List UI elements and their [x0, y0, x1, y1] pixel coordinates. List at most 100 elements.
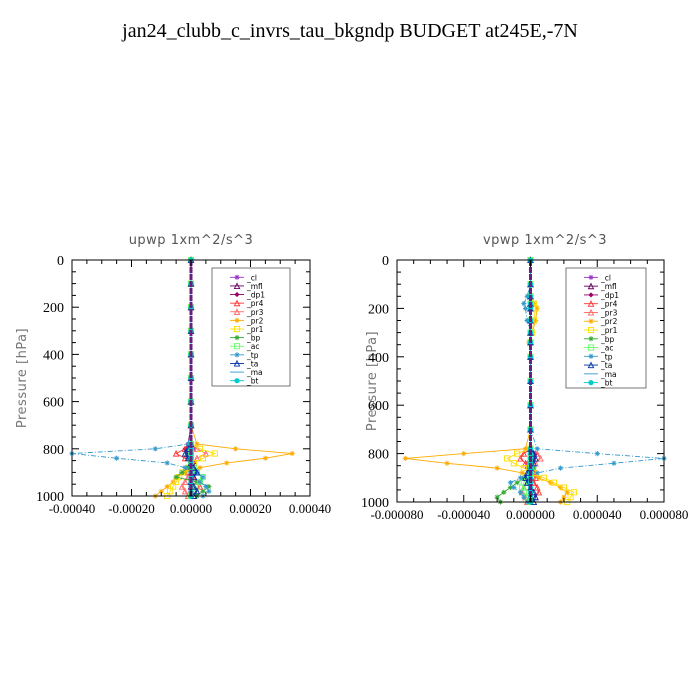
legend-entry: _dp1	[230, 291, 265, 300]
data-point	[520, 465, 527, 472]
x-tick-label: 0.00000	[170, 501, 212, 516]
legend-entry: _cl	[584, 273, 611, 282]
legend-entry: _mfl	[230, 282, 263, 291]
data-point	[533, 483, 541, 491]
data-point	[199, 455, 206, 462]
y-axis-label: Pressure [hPa]	[365, 331, 380, 431]
legend-entry: _pr3	[230, 308, 264, 317]
series-line	[405, 260, 568, 503]
legend: _cl_mfl_dp1_pr4_pr3_pr2_pr1_bp_ac_tp_ta_…	[565, 267, 647, 389]
data-point	[494, 494, 500, 500]
data-point	[561, 494, 567, 500]
legend-entry: _ta	[584, 361, 612, 370]
data-point	[517, 475, 524, 481]
y-axis-label: Pressure [hPa]	[15, 328, 30, 428]
data-point	[520, 449, 528, 457]
series-pr2	[402, 257, 570, 505]
data-point	[152, 446, 158, 452]
legend-label: _pr3	[600, 308, 618, 317]
data-point	[185, 465, 191, 471]
data-point	[197, 465, 203, 471]
y-tick-label: 400	[43, 348, 64, 363]
legend-label: _tp	[600, 352, 613, 361]
legend-label: _pr1	[600, 326, 618, 335]
data-point	[185, 441, 191, 447]
x-tick-label: -0.00020	[108, 501, 155, 516]
legend-label: _mfl	[600, 282, 617, 291]
legend-marker	[587, 308, 595, 316]
data-point	[524, 293, 530, 299]
data-point	[200, 474, 206, 480]
data-point	[522, 305, 529, 311]
legend-label: _ta	[600, 361, 612, 370]
legend-marker	[587, 326, 595, 334]
data-point	[560, 484, 567, 491]
data-point	[532, 454, 539, 462]
legend-marker	[588, 380, 594, 386]
data-point	[158, 488, 164, 494]
y-tick-label: 800	[43, 443, 64, 458]
series-line	[509, 260, 665, 503]
legend-entry: _pr4	[230, 299, 264, 308]
data-point	[534, 305, 540, 311]
data-point	[564, 489, 570, 495]
data-point	[547, 480, 554, 486]
legend-entry: _pr4	[584, 300, 618, 309]
data-point	[524, 317, 530, 324]
legend-marker	[588, 336, 594, 342]
legend-entry: _tp	[584, 352, 613, 361]
data-point	[537, 454, 544, 462]
x-tick-label: 0.00040	[289, 501, 331, 516]
data-point	[196, 445, 203, 452]
data-point	[514, 480, 520, 486]
legend-entry: _mfl	[584, 282, 617, 291]
legend-entry: _ac	[584, 344, 613, 353]
legend-marker	[587, 300, 595, 307]
data-point	[178, 482, 186, 490]
data-point	[164, 460, 170, 466]
y-tick-label: 200	[43, 301, 64, 316]
y-tick-label: 600	[43, 396, 64, 411]
data-point	[461, 451, 467, 457]
legend-label: _bp	[600, 335, 615, 344]
data-point	[224, 460, 230, 466]
legend-label: _ac	[600, 344, 613, 353]
data-point	[193, 487, 201, 495]
data-point	[532, 493, 539, 501]
data-point	[507, 480, 514, 486]
legend-entry: _cl	[230, 273, 257, 282]
data-point	[444, 460, 450, 466]
legend-label: _pr1	[246, 325, 264, 334]
x-tick-label: 0.000000	[506, 507, 555, 522]
legend-marker	[234, 317, 240, 323]
legend-marker	[588, 292, 594, 298]
legend-label: _cl	[246, 273, 257, 282]
legend-label: _pr4	[600, 300, 618, 309]
x-tick-label: -0.000080	[370, 507, 423, 522]
data-point	[402, 455, 408, 462]
y-tick-label: 0	[382, 254, 389, 269]
legend-marker	[233, 299, 241, 307]
legend-label: _pr2	[246, 316, 264, 325]
legend-marker	[233, 343, 241, 350]
legend-entry: _pr2	[230, 316, 264, 325]
data-point	[517, 489, 524, 495]
data-point	[522, 446, 529, 452]
data-point	[211, 450, 218, 457]
x-ticks: -0.000080 -0.000040 0.000000 0.000040 0.0000…	[370, 260, 688, 522]
x-tick-label: 0.000080	[640, 507, 689, 522]
data-point	[193, 468, 201, 476]
data-point	[611, 460, 617, 466]
legend-marker	[587, 282, 595, 290]
data-point	[535, 488, 543, 496]
legend-entry: _ac	[230, 342, 259, 351]
data-point	[494, 465, 500, 471]
legend-entry: _ta	[230, 359, 258, 368]
data-point	[517, 454, 524, 462]
legend-marker	[234, 274, 240, 280]
data-point	[194, 441, 200, 447]
y-tick-label: 200	[368, 302, 389, 317]
legend-marker	[234, 352, 240, 358]
data-point	[173, 474, 179, 480]
